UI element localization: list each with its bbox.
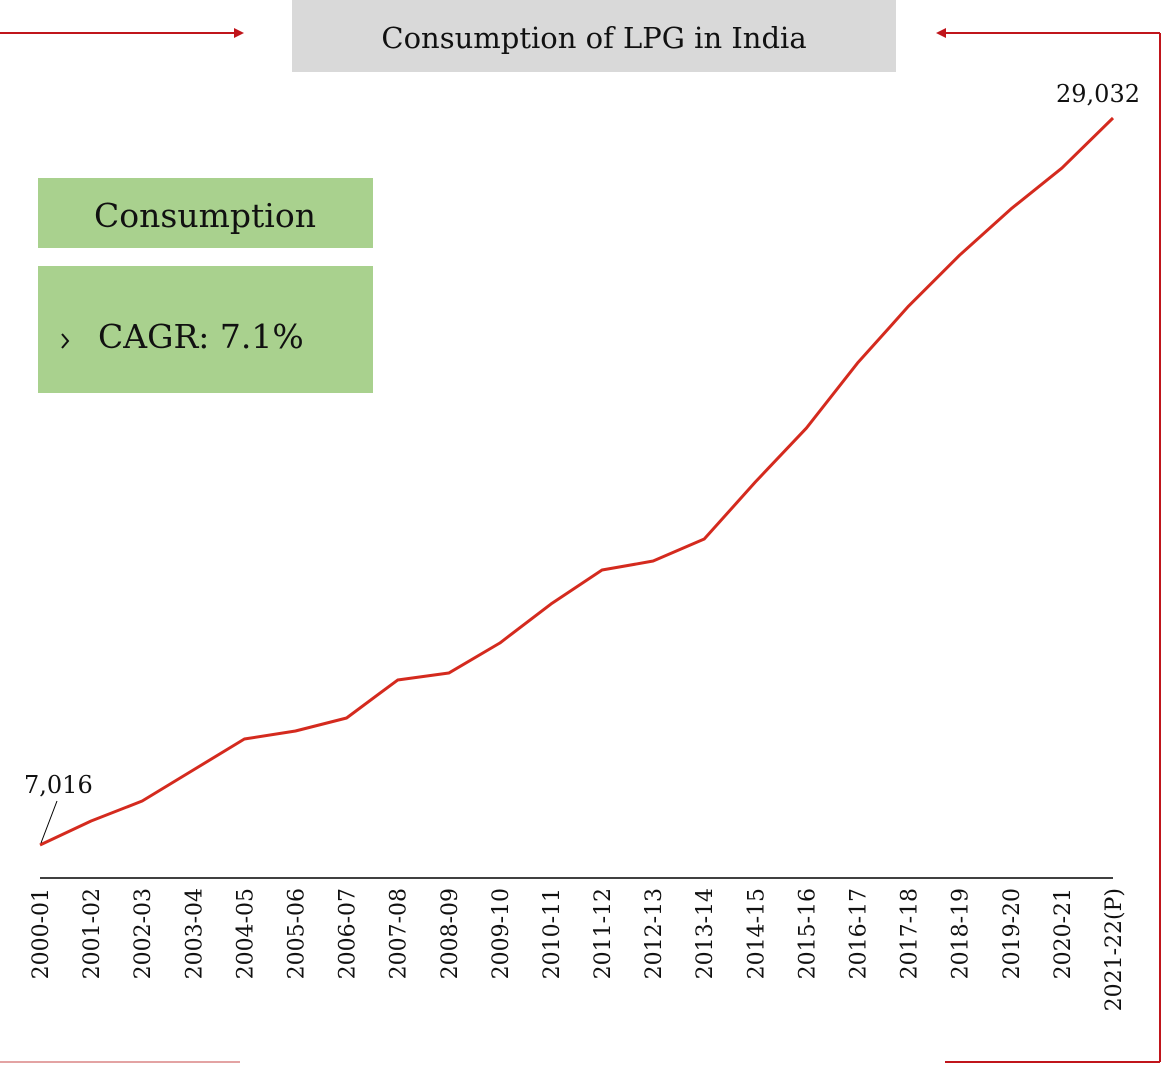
x-tick-label: 2021-22(P) (1102, 888, 1127, 1011)
title-box (292, 0, 896, 72)
x-tick-label: 2013-14 (693, 888, 718, 979)
x-tick-label: 2007-08 (387, 888, 412, 979)
leader-line (40, 800, 58, 844)
x-tick-label: 2012-13 (642, 888, 667, 979)
x-tick-label: 2006-07 (336, 888, 361, 979)
x-tick-label: 2001-02 (80, 888, 105, 979)
chart-title: Consumption of LPG in India (381, 21, 806, 55)
data-label: 29,032 (1056, 80, 1140, 108)
x-tick-label: 2019-20 (1000, 888, 1025, 979)
x-tick-label: 2008-09 (438, 888, 463, 979)
callout-heading: Consumption (94, 196, 316, 235)
x-tick-label: 2003-04 (182, 888, 207, 979)
callout-heading-box (38, 178, 373, 248)
x-tick-label: 2004-05 (233, 888, 258, 979)
x-tick-label: 2017-18 (898, 888, 923, 979)
x-tick-label: 2018-19 (949, 888, 974, 979)
x-tick-label: 2011-12 (591, 888, 616, 979)
x-tick-label: 2005-06 (284, 888, 309, 979)
x-tick-label: 2020-21 (1051, 888, 1076, 979)
x-tick-label: 2000-01 (29, 888, 54, 979)
x-tick-label: 2010-11 (540, 888, 565, 979)
series-line (39, 116, 1115, 847)
bullet (61, 333, 70, 349)
callout-box (38, 266, 373, 393)
x-tick-label: 2014-15 (744, 888, 769, 979)
x-tick-label: 2009-10 (489, 888, 514, 979)
frame (0, 28, 1161, 1063)
callout-item: CAGR: 7.1% (98, 317, 304, 356)
data-label: 7,016 (24, 771, 93, 799)
x-tick-label: 2015-16 (795, 888, 820, 979)
x-tick-label: 2002-03 (131, 888, 156, 979)
x-tick-label: 2016-17 (847, 888, 872, 979)
